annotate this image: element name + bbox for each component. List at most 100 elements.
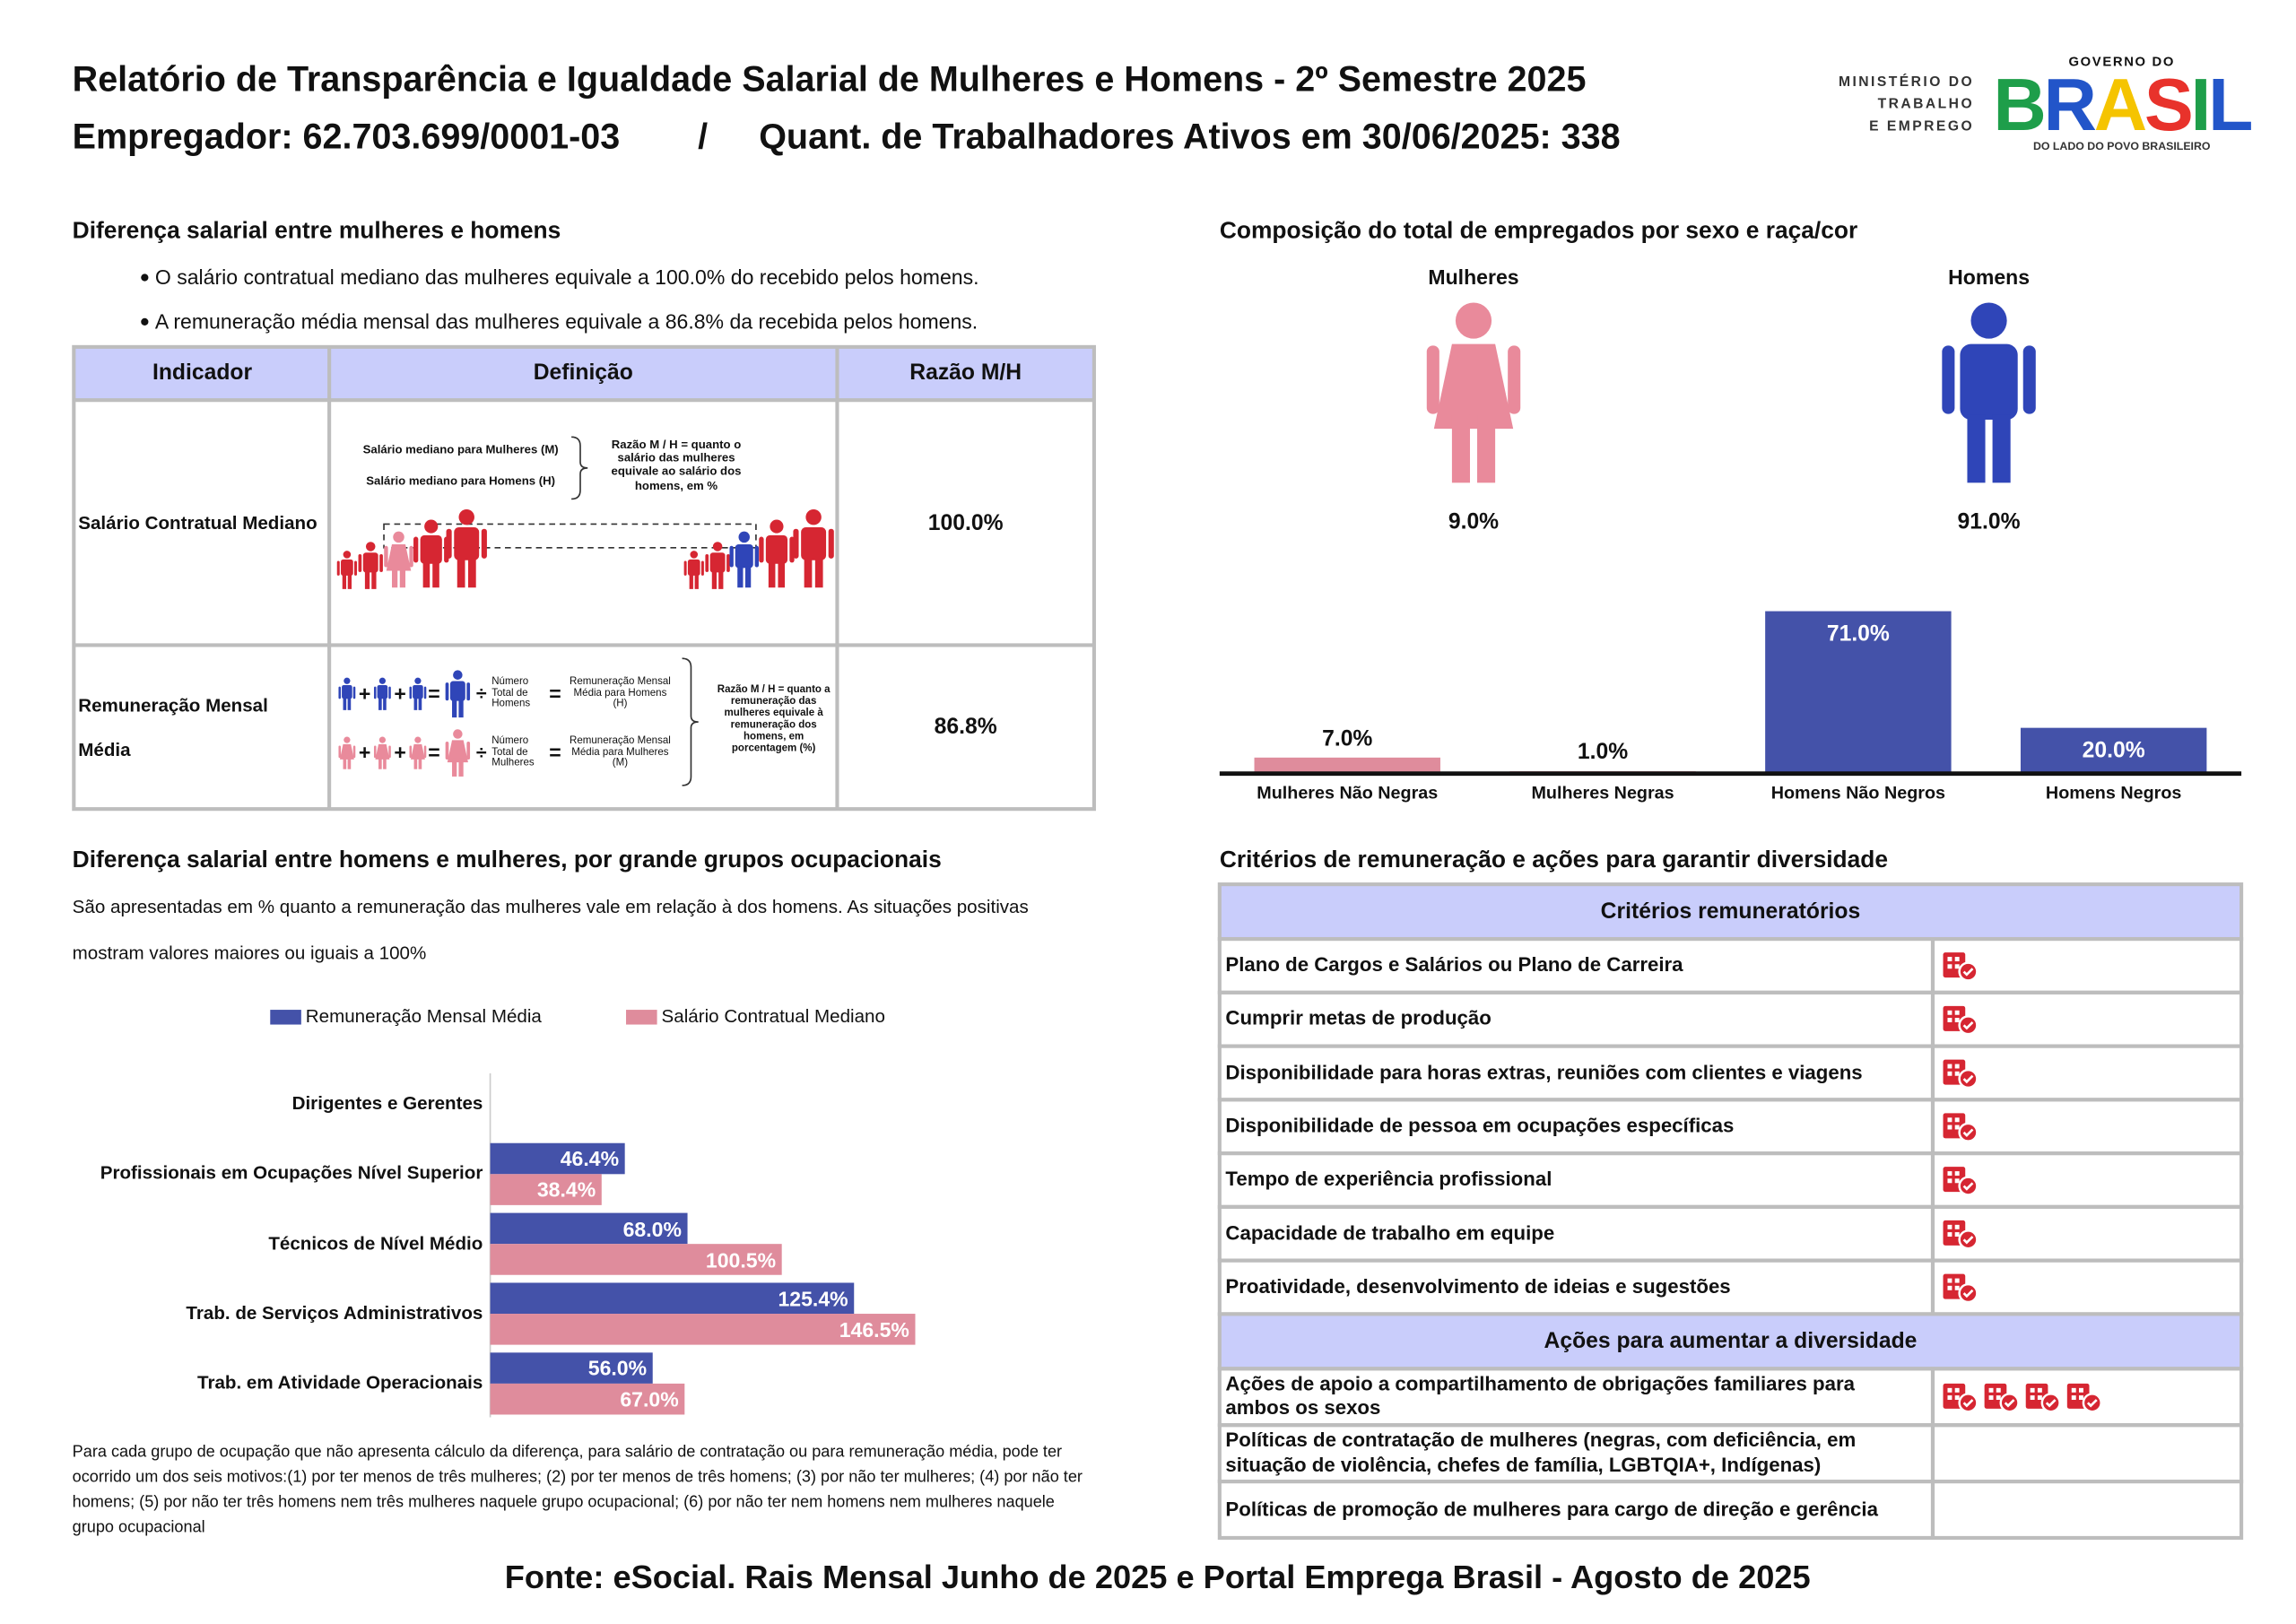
criteria-icon (1984, 1383, 2020, 1413)
leg (418, 756, 422, 769)
head (344, 677, 351, 684)
leg (342, 574, 347, 589)
person-icon (729, 531, 760, 588)
category-label: Mulheres Negras (1531, 782, 1674, 803)
arm (828, 528, 834, 559)
arm (384, 545, 388, 568)
row-cell (1930, 1204, 2244, 1263)
criteria-icon (2066, 1383, 2102, 1413)
body (765, 534, 788, 564)
bar (1765, 611, 1952, 774)
criteria-label: Disponibilidade de pessoa em ocupações e… (1225, 1114, 1735, 1137)
section-title: Composição do total de empregados por se… (1219, 219, 1858, 245)
definition-text: Salário mediano para Homens (H) (366, 473, 556, 488)
check (1962, 1236, 1974, 1245)
leg (347, 756, 352, 769)
head (343, 551, 352, 559)
gender-share: 91.0% (1957, 508, 2021, 534)
check (2086, 1399, 2098, 1408)
head (414, 736, 422, 743)
body (801, 527, 827, 560)
value-label: 71.0% (1826, 621, 1890, 647)
head (453, 670, 463, 680)
bar (490, 1174, 602, 1205)
section-heading: Critérios remuneratórios (1600, 899, 1861, 925)
value-label: 1.0% (1577, 740, 1629, 766)
arm (352, 745, 356, 759)
person-icon (705, 542, 730, 589)
plus-sign: + (394, 681, 406, 706)
arm (445, 742, 449, 760)
check (1962, 1182, 1974, 1191)
bullet-text: O salário contratual mediano das mulhere… (154, 265, 979, 290)
leg (814, 558, 823, 588)
value-label: 67.0% (620, 1387, 679, 1411)
window (2071, 1395, 2076, 1401)
window (1947, 1232, 1952, 1238)
plus-sign: + (394, 740, 406, 765)
section-header-bg (1217, 882, 2244, 942)
arm (336, 560, 340, 576)
arm (446, 528, 452, 559)
arm (409, 686, 413, 699)
window (2037, 1395, 2042, 1401)
arm (683, 560, 687, 576)
person-icon (336, 551, 358, 589)
window (1996, 1387, 2001, 1393)
criteria-label: Disponibilidade para horas extras, reuni… (1225, 1061, 1863, 1083)
row-cell (1930, 1098, 2244, 1156)
person-icon (409, 677, 427, 710)
equals-sign: = (428, 740, 440, 765)
window (1947, 964, 1952, 969)
row-cell (1930, 936, 2244, 994)
table-header: Definição (533, 360, 633, 386)
leg (1451, 414, 1470, 483)
table-header: Indicador (152, 360, 253, 386)
arm (726, 553, 730, 572)
divide-sign: ÷ (475, 741, 487, 764)
arm (352, 686, 356, 699)
leg (452, 758, 457, 777)
value-label: 7.0% (1322, 726, 1373, 752)
row-cell (1930, 1258, 2244, 1316)
criteria-label: Capacidade de trabalho em equipe (1225, 1221, 1555, 1245)
leg (378, 756, 382, 769)
leg (347, 698, 352, 710)
arm (754, 545, 760, 568)
leg (378, 698, 382, 710)
bar (490, 1212, 688, 1245)
criteria-icon (1943, 1167, 1979, 1196)
row-cell (1930, 1480, 2244, 1541)
ministry-logo-text: TRABALHO (1877, 96, 1975, 113)
body (341, 559, 353, 576)
head (1970, 302, 2007, 339)
value-label: 100.5% (705, 1247, 777, 1272)
check (2004, 1399, 2015, 1408)
brace (682, 657, 699, 786)
definition-text: Razão M / H = quanto a remuneração das m… (717, 684, 831, 755)
body (362, 552, 378, 573)
arm (466, 682, 471, 701)
head (378, 736, 387, 743)
check (1962, 1074, 1974, 1084)
category-label: Técnicos de Nível Médio (268, 1232, 483, 1254)
person-icon (759, 519, 795, 588)
arm (358, 553, 362, 572)
body (342, 684, 352, 699)
category-label: Mulheres Não Negras (1257, 782, 1439, 803)
ratio: 86.8% (934, 714, 997, 740)
body (709, 552, 726, 573)
row-cell (1930, 1044, 2244, 1102)
leg (383, 756, 387, 769)
window (1954, 1278, 1960, 1283)
leg (778, 561, 786, 588)
leg (452, 699, 457, 718)
check (1962, 1128, 1974, 1137)
criteria-icon (1943, 1273, 1979, 1304)
head (1455, 302, 1492, 339)
value-label: 20.0% (2082, 738, 2145, 764)
arm (700, 560, 704, 576)
check (1962, 1021, 1974, 1030)
value-label: 46.4% (560, 1147, 620, 1171)
person-icon (358, 542, 383, 589)
